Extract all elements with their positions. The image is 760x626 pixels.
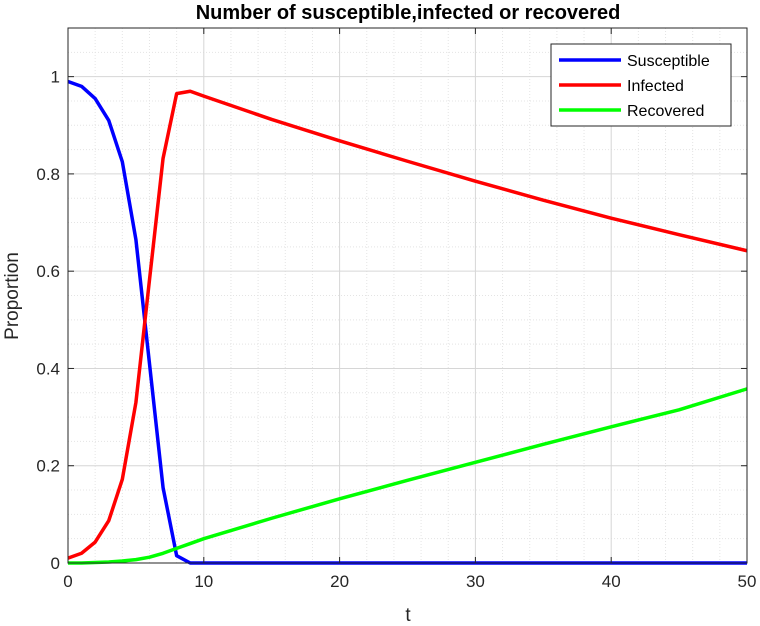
y-tick-label: 0.8 bbox=[36, 165, 60, 184]
x-tick-label: 10 bbox=[194, 572, 213, 591]
series-line-recovered bbox=[68, 387, 748, 565]
y-axis-label: Proportion bbox=[2, 252, 23, 340]
series-line-infected bbox=[67, 89, 748, 560]
y-tick-label: 0 bbox=[51, 554, 60, 573]
y-tick-label: 0.4 bbox=[36, 359, 60, 378]
ticks bbox=[67, 28, 748, 564]
y-tick-label: 0.2 bbox=[36, 457, 60, 476]
tick-labels: 0 10 20 30 40 50 0 0.2 0.4 0.6 0.8 1 bbox=[36, 68, 756, 591]
y-tick-label: 1 bbox=[51, 68, 60, 87]
x-tick-label: 40 bbox=[602, 572, 621, 591]
x-tick-label: 30 bbox=[466, 572, 485, 591]
legend-label-recovered: Recovered bbox=[627, 103, 704, 120]
axes-box bbox=[67, 27, 748, 564]
x-tick-label: 20 bbox=[330, 572, 349, 591]
x-tick-label: 50 bbox=[738, 572, 757, 591]
legend: Susceptible Infected Recovered bbox=[550, 43, 732, 127]
chart-title: Number of susceptible,infected or recove… bbox=[196, 2, 621, 24]
x-axis-label: t bbox=[405, 605, 411, 626]
y-tick-label: 0.6 bbox=[36, 262, 60, 281]
x-tick-label: 0 bbox=[63, 572, 72, 591]
legend-label-susceptible: Susceptible bbox=[627, 53, 710, 70]
legend-label-infected: Infected bbox=[627, 78, 684, 95]
